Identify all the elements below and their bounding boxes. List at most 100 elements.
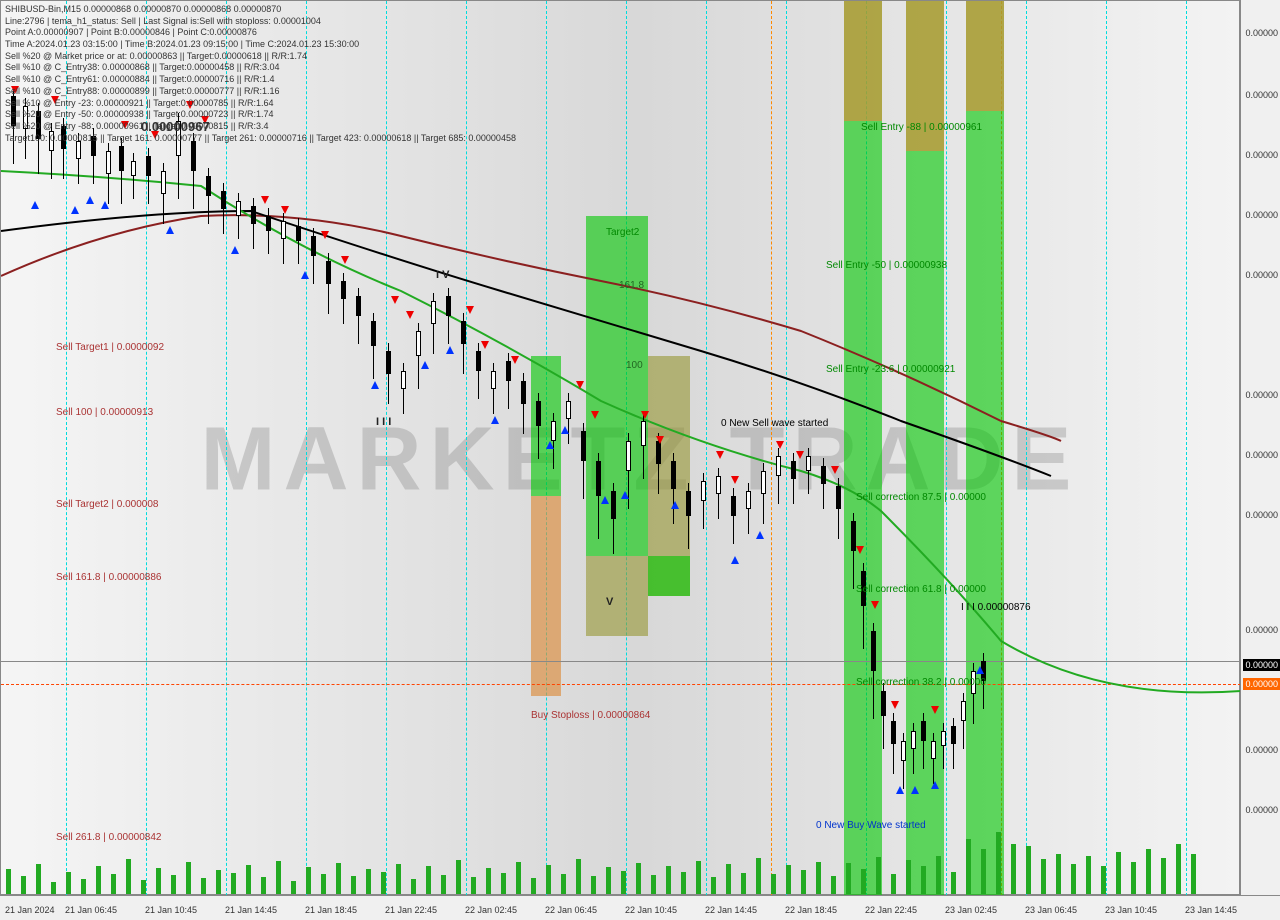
volume-bar [21,876,26,894]
volume-bar [636,863,641,894]
volume-bar [366,869,371,894]
volume-bar [111,874,116,894]
candle-body [791,461,796,479]
candle-body [806,456,811,471]
volume-bar [1116,852,1121,894]
candle-body [731,496,736,516]
chart-area[interactable]: SHIBUSD-Bin,M15 0.00000868 0.00000870 0.… [0,0,1240,895]
arrow-down-icon [341,256,349,264]
candle-body [296,226,301,241]
arrow-up-icon [31,201,39,209]
volume-bar [786,865,791,894]
candle-body [941,731,946,746]
x-axis-label: 21 Jan 22:45 [385,905,437,915]
candle-body [476,351,481,371]
candle-body [341,281,346,299]
candle-body [236,201,241,216]
x-axis-label: 22 Jan 22:45 [865,905,917,915]
arrow-down-icon [641,411,649,419]
volume-bar [231,873,236,894]
arrow-down-icon [261,196,269,204]
arrow-up-icon [561,426,569,434]
volume-bar [216,870,221,894]
y-axis-label: 0.00000 [1245,745,1278,755]
volume-bar [171,875,176,894]
x-axis-label: 23 Jan 06:45 [1025,905,1077,915]
arrow-down-icon [466,306,474,314]
arrow-down-icon [481,341,489,349]
arrow-up-icon [421,361,429,369]
y-axis-label: 0.00000 [1245,90,1278,100]
volume-bar [681,872,686,894]
volume-bar [411,879,416,894]
candle-body [119,146,124,171]
annotation-sell_target2: Sell Target2 | 0.000008 [56,498,159,511]
candle-body [416,331,421,356]
volume-bar [396,864,401,894]
candle-body [686,491,691,516]
volume-bar [471,877,476,894]
volume-bar [351,876,356,894]
volume-bar [1131,862,1136,894]
arrow-up-icon [731,556,739,564]
candle-body [716,476,721,494]
arrow-down-icon [891,701,899,709]
price-marker-orange: 0.00000 [1243,678,1280,690]
candle-body [491,371,496,389]
volume-bar [1056,854,1061,894]
volume-bar [486,868,491,894]
arrow-up-icon [446,346,454,354]
volume-bar [51,882,56,894]
candle-body [701,481,706,501]
y-axis-label: 0.00000 [1245,510,1278,520]
annotation-sell_corr_382: Sell correction 38.2 | 0.00000 [856,676,986,689]
volume-bar [531,878,536,894]
candle-body [401,371,406,389]
candle-body [566,401,571,419]
candle-body [626,441,631,471]
candle-wick [238,193,239,239]
annotation-fib_100: 100 [626,359,643,372]
y-axis-label: 0.00000 [1245,625,1278,635]
candle-body [776,456,781,476]
volume-bar [711,877,716,894]
volume-bar [96,866,101,894]
arrow-down-icon [576,381,584,389]
arrow-up-icon [671,501,679,509]
candle-body [911,731,916,749]
x-axis-label: 22 Jan 14:45 [705,905,757,915]
candle-body [836,486,841,509]
arrow-down-icon [391,296,399,304]
volume-bar [846,863,851,894]
arrow-up-icon [71,206,79,214]
candle-body [901,741,906,761]
arrow-down-icon [776,441,784,449]
volume-bar [891,874,896,894]
volume-bar [906,860,911,894]
x-axis-label: 22 Jan 02:45 [465,905,517,915]
arrow-down-icon [656,436,664,444]
volume-bar [921,866,926,894]
volume-bar [1191,854,1196,894]
candle-body [581,431,586,461]
candle-body [206,176,211,196]
annotation-buy_stoploss: Buy Stoploss | 0.00000864 [531,709,650,722]
candle-body [386,351,391,374]
volume-bar [1161,858,1166,894]
volume-bar [606,867,611,894]
candle-body [931,741,936,759]
y-axis-label: 0.00000 [1245,270,1278,280]
volume-bar [186,862,191,894]
candle-body [161,171,166,194]
candle-body [431,301,436,324]
candle-body [551,421,556,441]
annotation-sell_target1: Sell Target1 | 0.0000092 [56,341,164,354]
annotation-sell_entry_50: Sell Entry -50 | 0.00000938 [826,259,947,272]
candle-body [671,461,676,489]
volume-bar [81,879,86,894]
arrow-down-icon [591,411,599,419]
volume-bar [291,881,296,894]
ma-line-green [1,171,1241,692]
arrow-up-icon [601,496,609,504]
volume-bar [726,864,731,894]
